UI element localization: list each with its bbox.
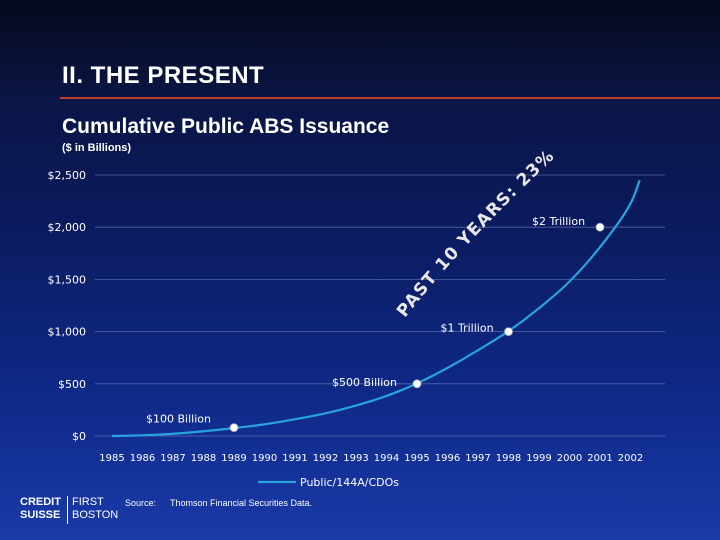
milestone-point [504, 327, 513, 337]
y-tick-label: $1,000 [48, 326, 87, 339]
x-tick-label: 2000 [557, 453, 582, 464]
y-tick-label: $2,500 [48, 169, 87, 182]
milestone-label: $500 Billion [332, 376, 397, 389]
x-tick-label: 1987 [160, 453, 185, 464]
header-bar [0, 0, 720, 98]
x-tick-label: 1990 [252, 453, 277, 464]
chart-title: Cumulative Public ABS Issuance [62, 115, 390, 138]
x-tick-label: 1989 [221, 453, 246, 464]
x-tick-label: 2001 [587, 453, 612, 464]
source-label: Source: [125, 498, 157, 508]
y-tick-label: $2,000 [48, 221, 87, 234]
milestone-label: $100 Billion [146, 413, 211, 426]
legend-label: Public/144A/CDOs [300, 476, 399, 489]
x-tick-label: 1991 [282, 453, 307, 464]
y-tick-label: $0 [72, 430, 86, 443]
x-tick-label: 2002 [618, 453, 643, 464]
milestone-point [412, 379, 422, 389]
milestone-label: $2 Trillion [532, 215, 585, 228]
source-text: Thomson Financial Securities Data. [170, 498, 313, 508]
x-tick-label: 1999 [526, 453, 551, 464]
x-tick-label: 1997 [465, 453, 490, 464]
x-tick-label: 1995 [404, 453, 429, 464]
y-tick-label: $500 [58, 378, 86, 391]
milestone-label: $1 Trillion [441, 322, 494, 335]
x-tick-label: 1996 [435, 453, 460, 464]
header-accent-line [60, 97, 720, 99]
milestone-point [595, 222, 605, 232]
milestone-point [229, 423, 239, 433]
x-tick-label: 1998 [496, 453, 521, 464]
x-tick-label: 1988 [191, 453, 216, 464]
x-tick-label: 1994 [374, 453, 399, 464]
x-tick-label: 1986 [130, 453, 155, 464]
logo-line2-b: BOSTON [72, 509, 119, 521]
company-logo: CREDIT SUISSE FIRST BOSTON [20, 496, 120, 528]
chart-subtitle: ($ in Billions) [62, 142, 132, 154]
logo-line2-a: FIRST [72, 496, 104, 508]
x-tick-label: 1993 [343, 453, 368, 464]
series-line-public-144a-cdos [111, 179, 641, 438]
logo-line1-b: SUISSE [20, 509, 61, 521]
logo-line1-a: CREDIT [20, 496, 61, 508]
section-title: II. THE PRESENT [62, 62, 265, 89]
x-tick-label: 1985 [99, 453, 124, 464]
y-tick-label: $1,500 [48, 273, 87, 286]
x-tick-label: 1992 [313, 453, 338, 464]
logo-separator [67, 496, 68, 524]
